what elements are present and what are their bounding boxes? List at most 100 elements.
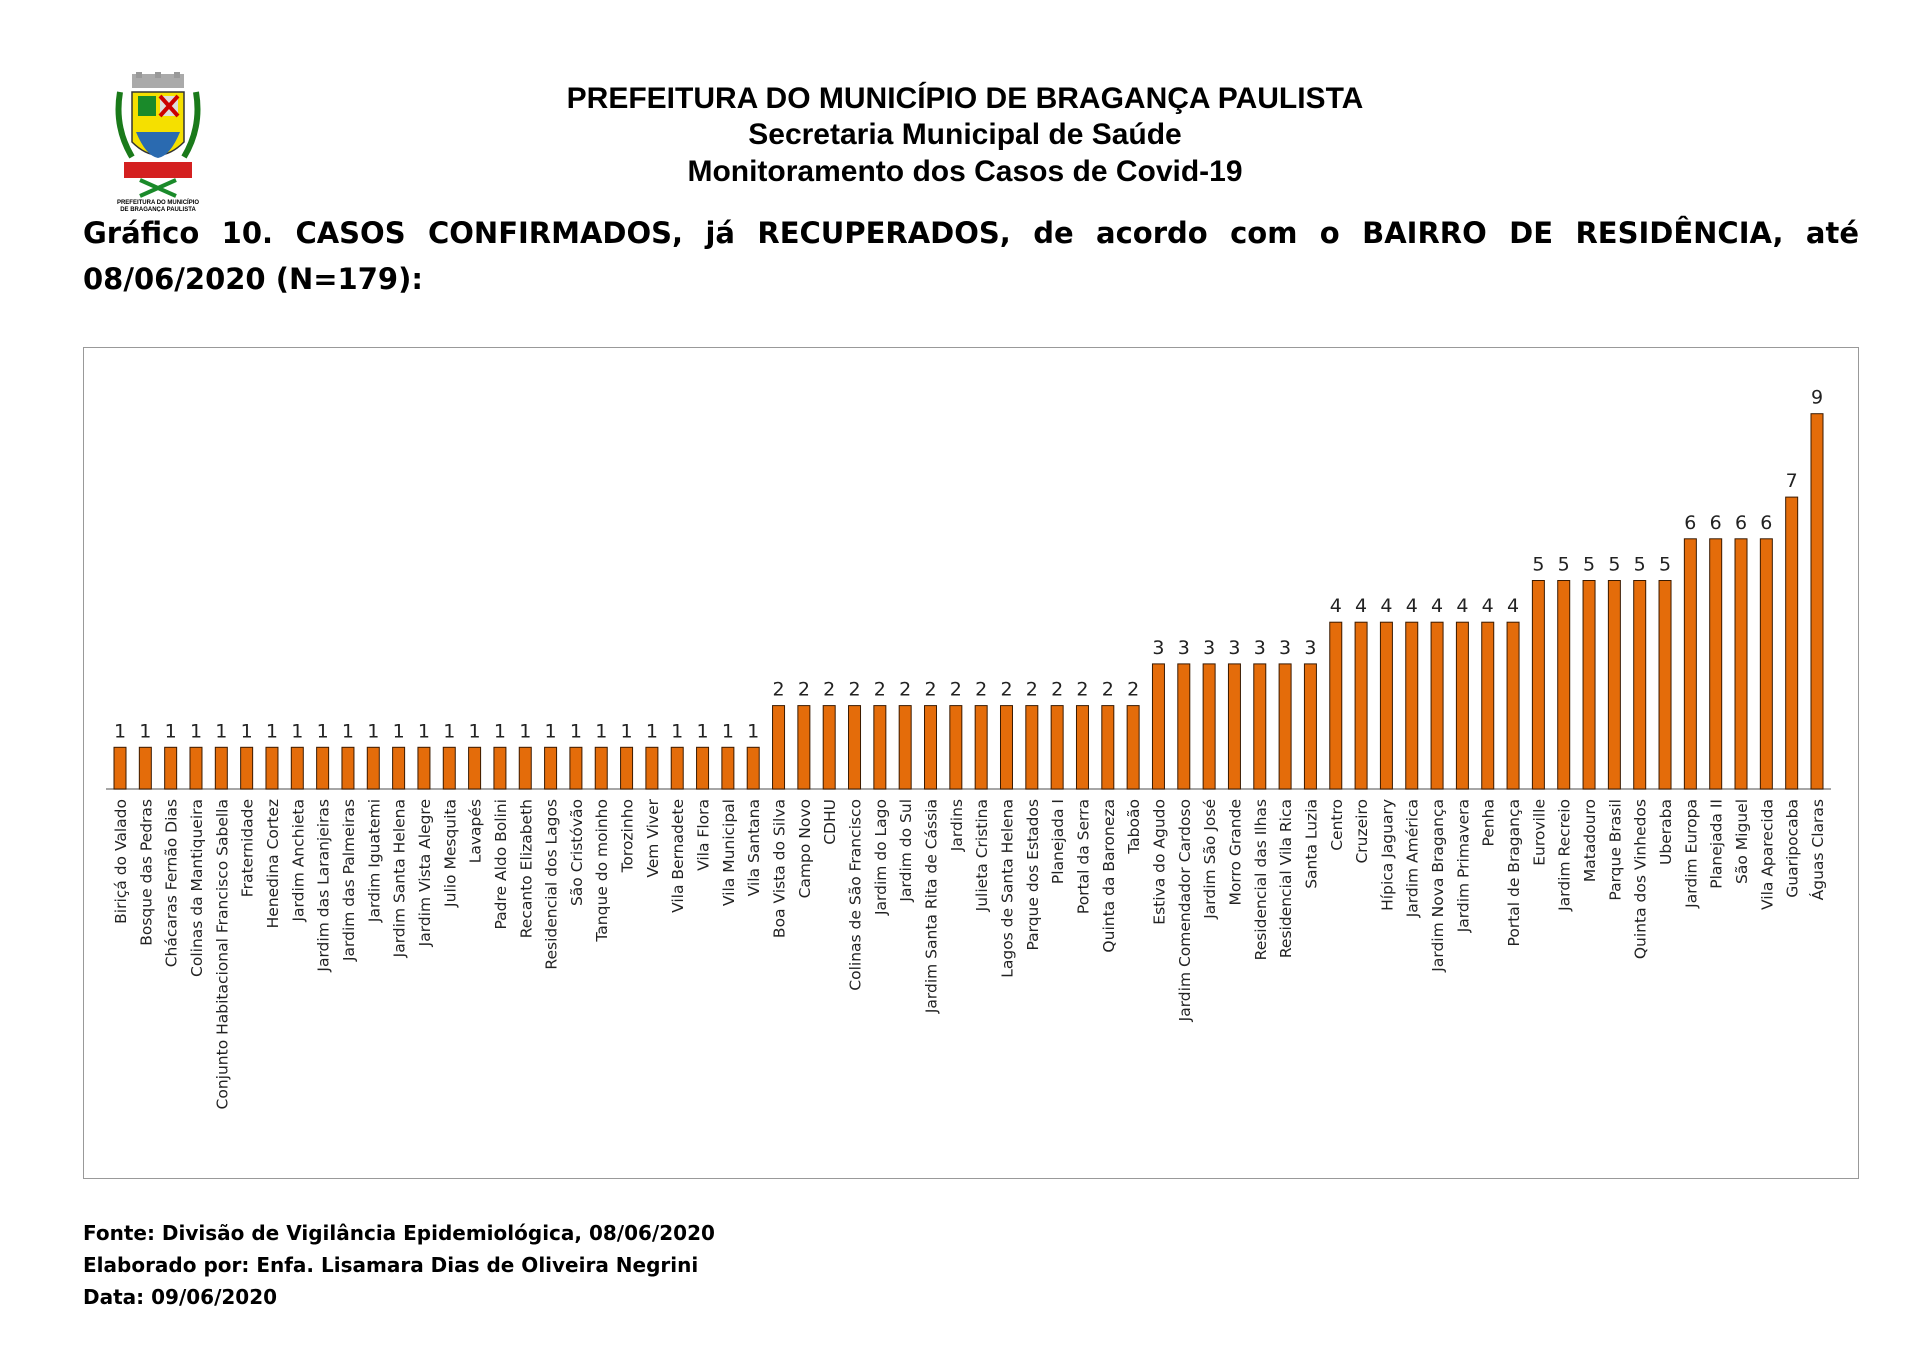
footer-date: Data: 09/06/2020 [83,1285,278,1309]
data-label: 1 [266,720,278,742]
data-label: 1 [342,720,354,742]
data-label: 3 [1178,637,1190,659]
data-label: 4 [1456,595,1468,617]
data-label: 2 [874,679,886,701]
data-label: 2 [772,679,784,701]
category-label: Vem Viver [644,798,662,877]
category-label: Quinta da Baroneza [1100,799,1118,953]
chart-heading: Gráfico 10. CASOS CONFIRMADOS, já RECUPE… [83,216,1859,296]
category-label: Quinta dos Vinhedos [1632,799,1650,959]
bar [1354,621,1368,790]
data-label: 1 [494,720,506,742]
data-label: 3 [1228,637,1240,659]
data-label: 3 [1152,637,1164,659]
data-label: 1 [241,720,253,742]
category-label: Estiva do Agudo [1150,799,1168,925]
header-subtitle: Secretaria Municipal de Saúde [748,118,1182,151]
chart-area: 1 Biriçá do Valado 1 Bosque das Pedras 1 Chác… [83,347,1859,1179]
bar [316,746,330,790]
category-label: Planejada II [1708,799,1726,889]
category-label: CDHU [821,799,839,845]
data-label: 5 [1608,554,1620,576]
bar [974,705,988,790]
category-label: Jardim do Sul [897,799,915,903]
category-label: Jardim Nova Bragança [1429,799,1447,973]
data-label: 7 [1786,470,1798,492]
category-label: Águas Claras [1808,799,1827,900]
bar [822,705,836,790]
data-label: 6 [1735,512,1747,534]
data-label: 2 [1076,679,1088,701]
bar [1734,538,1748,790]
data-label: 1 [646,720,658,742]
bar [1202,663,1216,790]
category-label: Vila Municipal [720,799,738,906]
category-label: Penha [1480,799,1498,846]
bar [1506,621,1520,790]
data-label: 5 [1659,554,1671,576]
data-label: 2 [899,679,911,701]
bar [113,746,127,790]
header-monitoring-title: Monitoramento dos Casos de Covid-19 [687,155,1243,188]
category-label: Jardim das Laranjeiras [315,799,333,973]
data-label: 1 [190,720,202,742]
data-label: 2 [975,679,987,701]
data-label: 1 [215,720,227,742]
category-label: Jardim Primavera [1454,799,1472,933]
data-label: 1 [570,720,582,742]
footer-author: Elaborado por: Enfa. Lisamara Dias de Ol… [83,1253,699,1277]
data-label: 1 [114,720,126,742]
bar [189,746,203,790]
svg-text:PREFEITURA DO MUNICÍPIO: PREFEITURA DO MUNICÍPIO [117,198,199,206]
bar [164,746,178,790]
bar [1455,621,1469,790]
bar [594,746,608,790]
bar [670,746,684,790]
category-label: Colinas de São Francisco [847,799,865,991]
category-label: Residencial Vila Rica [1277,799,1295,958]
bar [493,746,507,790]
category-label: Tanque do moinho [593,799,611,943]
category-label: Colinas da Mantiqueira [188,799,206,977]
category-label: Bosque das Pedras [137,799,155,946]
bar [1025,705,1039,790]
data-label: 2 [848,679,860,701]
bar [214,746,228,790]
category-label: Euroville [1530,799,1548,866]
category-label: Jardim Europa [1682,799,1700,909]
data-label: 6 [1760,512,1772,534]
category-label: Julieta Cristina [973,799,991,912]
bar [1379,621,1393,790]
data-label: 9 [1811,387,1823,409]
category-label: Jardim América [1404,799,1422,918]
category-label: Torozinho [619,799,637,873]
bar [1101,705,1115,790]
bar [1278,663,1292,790]
bar [1658,580,1672,790]
bar [265,746,279,790]
category-label: Jardim Recreio [1556,799,1574,912]
category-label: Padre Aldo Bolini [492,799,510,930]
data-label: 5 [1583,554,1595,576]
data-label: 6 [1710,512,1722,534]
category-label: Henedina Cortez [264,799,282,928]
data-label: 4 [1380,595,1392,617]
bar [999,705,1013,790]
category-label: Jardim Santa Helena [391,799,409,958]
category-label: Hípica Jaguary [1378,799,1396,911]
bar [1709,538,1723,790]
bar [1227,663,1241,790]
data-label: 2 [798,679,810,701]
bar-chart: 1 Biriçá do Valado 1 Bosque das Pedras 1 Chác… [106,387,1831,1109]
bar [1253,663,1267,790]
data-label: 1 [722,720,734,742]
bar [544,746,558,790]
data-label: 1 [443,720,455,742]
bar [721,746,735,790]
bar [366,746,380,790]
data-label: 1 [595,720,607,742]
bar [620,746,634,790]
bar [1607,580,1621,790]
bar [873,705,887,790]
